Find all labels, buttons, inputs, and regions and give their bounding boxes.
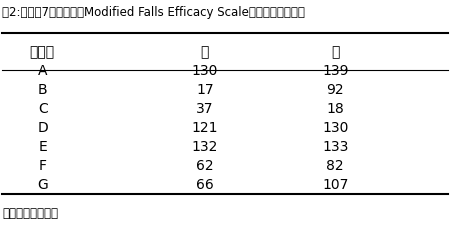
Text: 37: 37 bbox=[196, 102, 213, 116]
Text: C: C bbox=[38, 102, 48, 116]
Text: 後: 後 bbox=[331, 45, 339, 59]
Text: D: D bbox=[37, 121, 48, 135]
Text: E: E bbox=[38, 140, 47, 154]
Text: 対象者: 対象者 bbox=[29, 45, 54, 59]
Text: 数値は点数を表示: 数値は点数を表示 bbox=[2, 207, 58, 219]
Text: 130: 130 bbox=[192, 64, 218, 78]
Text: 82: 82 bbox=[326, 159, 344, 173]
Text: 前: 前 bbox=[201, 45, 209, 59]
Text: 132: 132 bbox=[192, 140, 218, 154]
Text: 17: 17 bbox=[196, 83, 214, 97]
Text: 107: 107 bbox=[322, 178, 348, 191]
Text: 92: 92 bbox=[326, 83, 344, 97]
Text: 18: 18 bbox=[326, 102, 344, 116]
Text: 66: 66 bbox=[196, 178, 214, 191]
Text: 62: 62 bbox=[196, 159, 214, 173]
Text: 121: 121 bbox=[192, 121, 218, 135]
Text: 133: 133 bbox=[322, 140, 348, 154]
Text: F: F bbox=[39, 159, 47, 173]
Text: 139: 139 bbox=[322, 64, 348, 78]
Text: G: G bbox=[37, 178, 48, 191]
Text: 表2:対象者7名におけるModified Falls Efficacy Scaleの介入前後の比較: 表2:対象者7名におけるModified Falls Efficacy Scal… bbox=[2, 6, 305, 19]
Text: 130: 130 bbox=[322, 121, 348, 135]
Text: B: B bbox=[38, 83, 48, 97]
Text: A: A bbox=[38, 64, 48, 78]
